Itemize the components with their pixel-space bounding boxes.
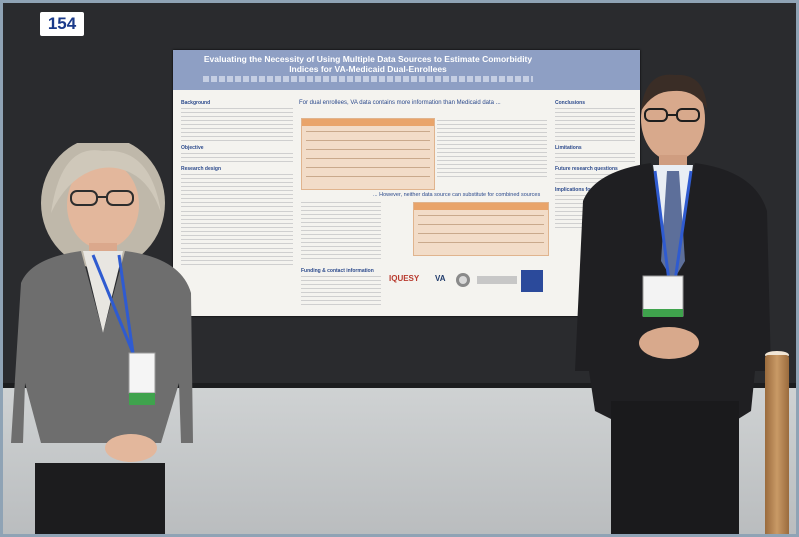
- text-block: [181, 153, 293, 163]
- booth-number-sign: 154: [40, 12, 84, 36]
- poster-left-column: Background Objective Research design: [181, 98, 293, 269]
- section-heading-background: Background: [181, 100, 211, 106]
- text-block: [301, 276, 381, 306]
- text-block: [555, 153, 635, 163]
- presenter-woman: [11, 143, 193, 534]
- cardboard-tube: [765, 355, 789, 534]
- section-heading-funding: Funding & contact information: [301, 268, 374, 274]
- table-rows: [418, 215, 544, 251]
- results-table-2: [413, 202, 549, 256]
- text-block: [555, 108, 635, 142]
- va-logo: VA: [435, 274, 446, 283]
- research-poster: Evaluating the Necessity of Using Multip…: [173, 50, 640, 316]
- section-heading-research-design: Research design: [181, 166, 222, 172]
- poster-authors-line: [203, 76, 533, 82]
- iquesy-logo: IQUESY: [389, 274, 420, 283]
- results-headline-2: ... However, neither data source can sub…: [373, 192, 541, 198]
- table-rows: [306, 131, 430, 185]
- poster-logos: IQUESY VA: [389, 270, 549, 292]
- text-block: [181, 108, 293, 142]
- section-heading-future-research: Future research questions: [555, 166, 618, 172]
- results-headline-1: For dual enrollees, VA data contains mor…: [299, 100, 501, 106]
- table-header: [414, 203, 548, 210]
- text-block: [181, 211, 293, 245]
- text-block: [437, 120, 547, 180]
- text-block: [181, 248, 293, 266]
- seal-logo: [456, 273, 470, 287]
- poster-header-bar: Evaluating the Necessity of Using Multip…: [173, 50, 640, 90]
- institution-logo-text: [477, 276, 517, 284]
- text-block: [301, 202, 381, 262]
- section-heading-conclusions: Conclusions: [555, 100, 586, 106]
- section-heading-objective: Objective: [181, 145, 204, 151]
- poster-middle-column: For dual enrollees, VA data contains mor…: [299, 98, 551, 110]
- text-block: [181, 174, 293, 208]
- poster-title: Evaluating the Necessity of Using Multip…: [203, 54, 533, 74]
- board-bottom-edge: [3, 383, 796, 391]
- section-heading-limitations: Limitations: [555, 145, 582, 151]
- text-block: [555, 174, 635, 184]
- university-logo: [521, 270, 543, 292]
- results-table-1: [301, 118, 435, 190]
- presenter-man: [575, 74, 771, 534]
- section-heading-implications: Implications for practice: [555, 187, 613, 193]
- table-header: [302, 119, 434, 126]
